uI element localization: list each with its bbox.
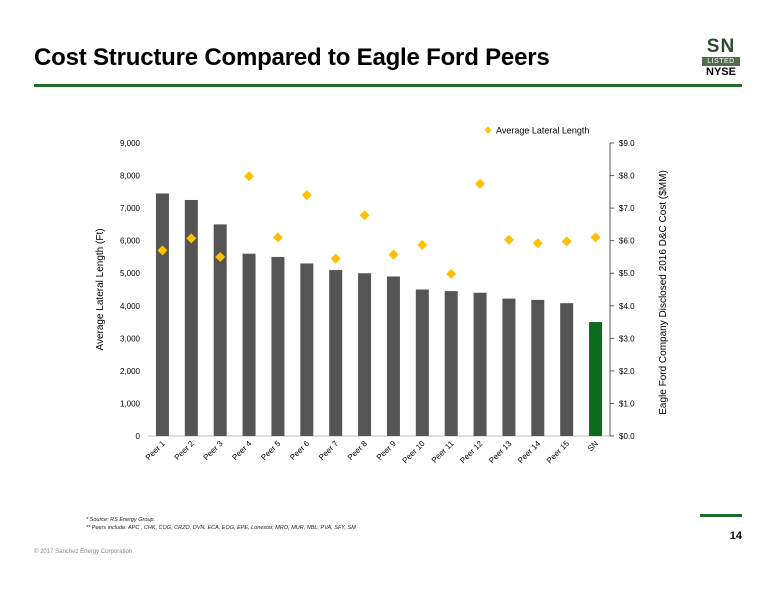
y-tick-label-left: 5,000: [120, 269, 141, 278]
x-tick-label: Peer 14: [516, 439, 543, 466]
lateral-length-point: [186, 233, 197, 244]
lateral-length-point: [330, 253, 341, 264]
y-tick-label-right: $8.0: [619, 172, 635, 181]
x-tick-label: Peer 9: [375, 439, 398, 462]
y-tick-label-left: 2,000: [120, 367, 141, 376]
x-tick-label: SN: [586, 439, 600, 453]
lateral-length-point: [301, 190, 312, 201]
logo-listed: LISTED: [702, 57, 740, 66]
x-tick-label: Peer 6: [288, 439, 311, 462]
y-tick-label-right: $1.0: [619, 399, 635, 408]
page-number-rule: [700, 514, 742, 517]
y-tick-label-right: $3.0: [619, 334, 635, 343]
lateral-length-point: [215, 251, 226, 262]
bar: [213, 224, 227, 436]
lateral-length-point: [590, 232, 601, 243]
x-tick-label: Peer 15: [545, 439, 572, 466]
lateral-length-point: [157, 245, 168, 256]
bar: [502, 298, 516, 436]
y-tick-label-left: 3,000: [120, 334, 141, 343]
legend-marker: [484, 126, 492, 134]
logo-ticker: SN: [706, 36, 736, 57]
x-tick-label: Peer 12: [458, 439, 485, 466]
lateral-length-point: [272, 232, 283, 243]
y-tick-label-right: $5.0: [619, 269, 635, 278]
lateral-length-point: [561, 236, 572, 247]
nyse-logo: SN LISTED NYSE: [700, 36, 742, 78]
bar: [444, 291, 458, 436]
slide-title: Cost Structure Compared to Eagle Ford Pe…: [34, 44, 550, 71]
legend-label: Average Lateral Length: [496, 126, 589, 136]
y-tick-label-right: $6.0: [619, 237, 635, 246]
bar: [300, 263, 314, 436]
y-tick-label-left: 6,000: [120, 237, 141, 246]
y-tick-label-left: 4,000: [120, 302, 141, 311]
footnote-source: * Source: RS Energy Group.: [86, 517, 156, 523]
x-tick-label: Peer 3: [202, 439, 225, 462]
bar: [560, 303, 574, 436]
x-tick-label: Peer 10: [401, 439, 428, 466]
bar: [242, 253, 256, 436]
lateral-length-point: [244, 171, 255, 182]
y-tick-label-right: $2.0: [619, 367, 635, 376]
y-tick-label-right: $4.0: [619, 302, 635, 311]
lateral-length-point: [388, 249, 399, 260]
y-tick-label-left: 7,000: [120, 204, 141, 213]
x-tick-label: Peer 5: [259, 439, 282, 462]
x-tick-label: Peer 4: [230, 439, 253, 462]
lateral-length-point: [446, 268, 457, 279]
lateral-length-point: [503, 234, 514, 245]
bar: [531, 299, 545, 436]
page-number: 14: [729, 530, 742, 542]
bar: [329, 269, 343, 436]
y-tick-label-right: $7.0: [619, 204, 635, 213]
bar: [358, 273, 372, 436]
y-tick-label-right: $9.0: [619, 139, 635, 148]
bar: [386, 276, 400, 436]
bar: [415, 289, 429, 436]
lateral-length-point: [532, 238, 543, 249]
y-tick-label-left: 1,000: [120, 399, 141, 408]
y-tick-label-left: 9,000: [120, 139, 141, 148]
bar: [473, 292, 487, 436]
title-underline: [34, 84, 742, 87]
x-tick-label: Peer 2: [173, 439, 196, 462]
lateral-length-point: [417, 239, 428, 250]
x-tick-label: Peer 7: [317, 439, 340, 462]
footnote-peers: ** Peers include: APC , CHK, COG, CRZO, …: [86, 525, 356, 531]
copyright-notice: © 2017 Sanchez Energy Corporation: [34, 549, 133, 555]
x-tick-label: Peer 11: [430, 439, 456, 465]
x-tick-label: Peer 1: [144, 439, 167, 462]
y-axis-title-left: Average Lateral Length (Ft): [95, 228, 106, 350]
y-axis-title-right: Eagle Ford Company Disclosed 2016 D&C Co…: [658, 170, 669, 415]
bar: [589, 322, 603, 436]
y-tick-label-right: $0.0: [619, 432, 635, 441]
y-tick-label-left: 0: [136, 432, 141, 441]
x-tick-label: Peer 8: [346, 439, 369, 462]
lateral-length-point: [359, 210, 370, 221]
lateral-length-point: [475, 178, 486, 189]
bar: [155, 193, 169, 436]
logo-exchange: NYSE: [706, 66, 736, 78]
y-tick-label-left: 8,000: [120, 172, 141, 181]
x-tick-label: Peer 13: [487, 439, 514, 466]
bar: [184, 199, 198, 436]
bar: [271, 256, 285, 436]
